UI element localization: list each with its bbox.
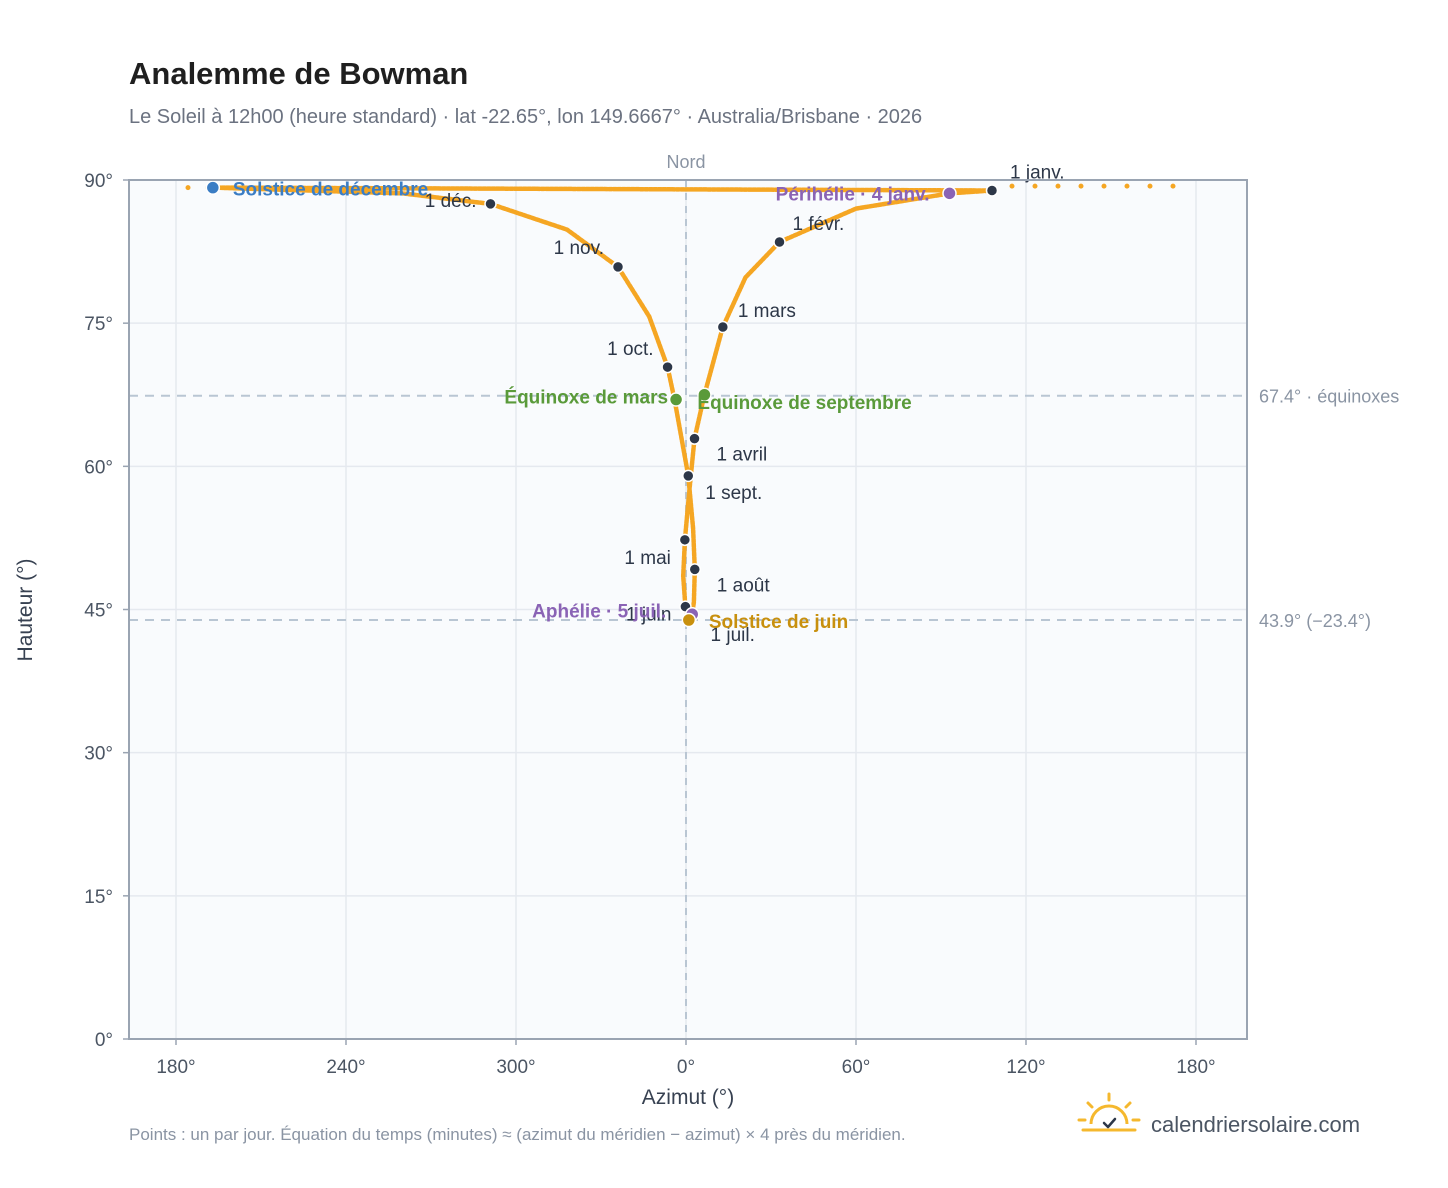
month-label: 1 janv. (1010, 162, 1065, 183)
month-label: 1 nov. (554, 238, 604, 259)
x-tick-label: 0° (677, 1057, 695, 1078)
wraparound-dot (1101, 183, 1107, 189)
month-point (688, 563, 702, 576)
sun-check-icon (1077, 1092, 1141, 1132)
x-tick-label: 60° (842, 1057, 871, 1078)
month-label: 1 févr. (793, 214, 845, 235)
month-point (985, 184, 999, 197)
x-tick-label: 240° (326, 1057, 365, 1078)
month-label: 1 sept. (705, 483, 762, 504)
event-label: Solstice de décembre (233, 180, 428, 201)
month-label: 1 juil. (711, 625, 755, 646)
x-axis-label: Azimut (°) (642, 1086, 734, 1109)
month-label: 1 avril (717, 445, 768, 466)
wraparound-dot (1009, 183, 1015, 189)
month-point (678, 533, 692, 547)
month-point (661, 360, 674, 374)
event-point (668, 392, 684, 407)
event-point (205, 180, 221, 195)
month-markers: 1 janv. 1 févr. 1 mars 1 avril 1 mai 1 juin 1 … (425, 162, 1065, 646)
month-point (773, 235, 786, 249)
wraparound-dot (1124, 183, 1130, 189)
brand-name: calendriersolaire.com (1151, 1112, 1360, 1137)
wraparound-dot (1078, 183, 1084, 189)
event-point (681, 612, 697, 628)
y-tick-label: 15° (84, 887, 113, 908)
wraparound-dot (1055, 183, 1061, 189)
month-point (688, 432, 701, 445)
x-tick-label: 300° (496, 1057, 535, 1078)
month-point (716, 320, 730, 334)
event-point (942, 186, 957, 201)
north-label: Nord (666, 152, 705, 172)
wraparound-dot (1147, 183, 1153, 189)
event-point (697, 387, 712, 402)
y-tick-label: 0° (95, 1030, 113, 1051)
y-tick-label: 60° (84, 457, 113, 478)
y-tick-label: 75° (84, 314, 113, 335)
chart-subtitle: Le Soleil à 12h00 (heure standard) · lat… (129, 106, 922, 128)
month-label: 1 oct. (607, 339, 653, 360)
y-axis-ticks: 0° 15° 30° 45° 60° 75° 90° (84, 171, 129, 1051)
month-point (484, 197, 497, 211)
footnote: Points : un par jour. Équation du temps … (129, 1125, 906, 1144)
month-point (611, 260, 625, 274)
wraparound-dot (1032, 183, 1038, 189)
month-label: 1 août (717, 575, 771, 596)
x-tick-label: 180° (1176, 1057, 1215, 1078)
y-tick-label: 30° (84, 744, 113, 765)
event-markers: Solstice de décembre Périhélie · 4 janv. É… (205, 180, 957, 633)
wraparound-dot (185, 185, 191, 191)
month-point (682, 469, 695, 483)
reference-line-label: 67.4° · équinoxes (1259, 387, 1399, 407)
y-tick-label: 45° (84, 601, 113, 622)
reference-line-label: 43.9° (−23.4°) (1259, 611, 1371, 631)
month-label: 1 mars (738, 301, 796, 322)
x-tick-label: 120° (1006, 1057, 1045, 1078)
wraparound-dot (1170, 183, 1176, 189)
y-tick-label: 90° (84, 171, 113, 192)
event-label: Périhélie · 4 janv. (776, 184, 930, 205)
x-axis-ticks: 180° 240° 300° 0° 60° 120° 180° (156, 1039, 1216, 1078)
event-label: Équinoxe de septembre (697, 392, 911, 414)
chart-title: Analemme de Bowman (129, 56, 468, 91)
event-label: Équinoxe de mars (504, 387, 668, 409)
x-tick-label: 180° (156, 1057, 195, 1078)
month-label: 1 déc. (425, 191, 477, 212)
event-label: Solstice de juin (709, 612, 848, 633)
event-label: Aphélie · 5 juil. (532, 601, 666, 622)
month-label: 1 juin (626, 605, 671, 626)
y-axis-label: Hauteur (°) (14, 559, 37, 662)
month-label: 1 mai (624, 548, 670, 569)
